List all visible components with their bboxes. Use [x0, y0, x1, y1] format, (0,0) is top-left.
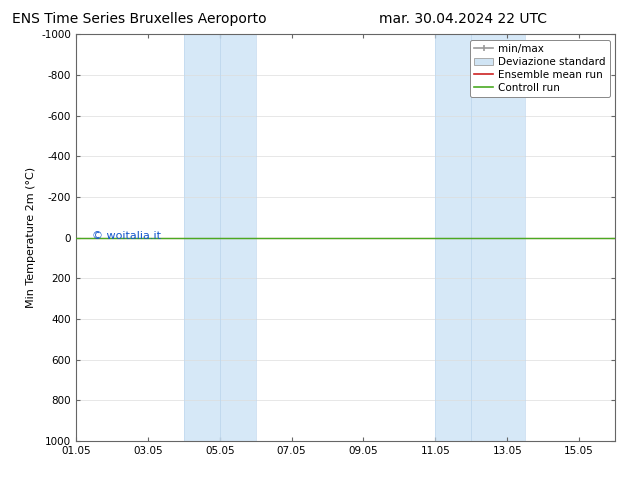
Bar	[220, 34, 256, 441]
Legend: min/max, Deviazione standard, Ensemble mean run, Controll run: min/max, Deviazione standard, Ensemble m…	[470, 40, 610, 97]
Bar	[436, 34, 471, 441]
Bar	[184, 34, 220, 441]
Y-axis label: Min Temperature 2m (°C): Min Temperature 2m (°C)	[26, 167, 36, 308]
Text: mar. 30.04.2024 22 UTC: mar. 30.04.2024 22 UTC	[379, 12, 547, 26]
Text: ENS Time Series Bruxelles Aeroporto: ENS Time Series Bruxelles Aeroporto	[12, 12, 267, 26]
Bar	[471, 34, 525, 441]
Text: © woitalia.it: © woitalia.it	[93, 231, 161, 241]
